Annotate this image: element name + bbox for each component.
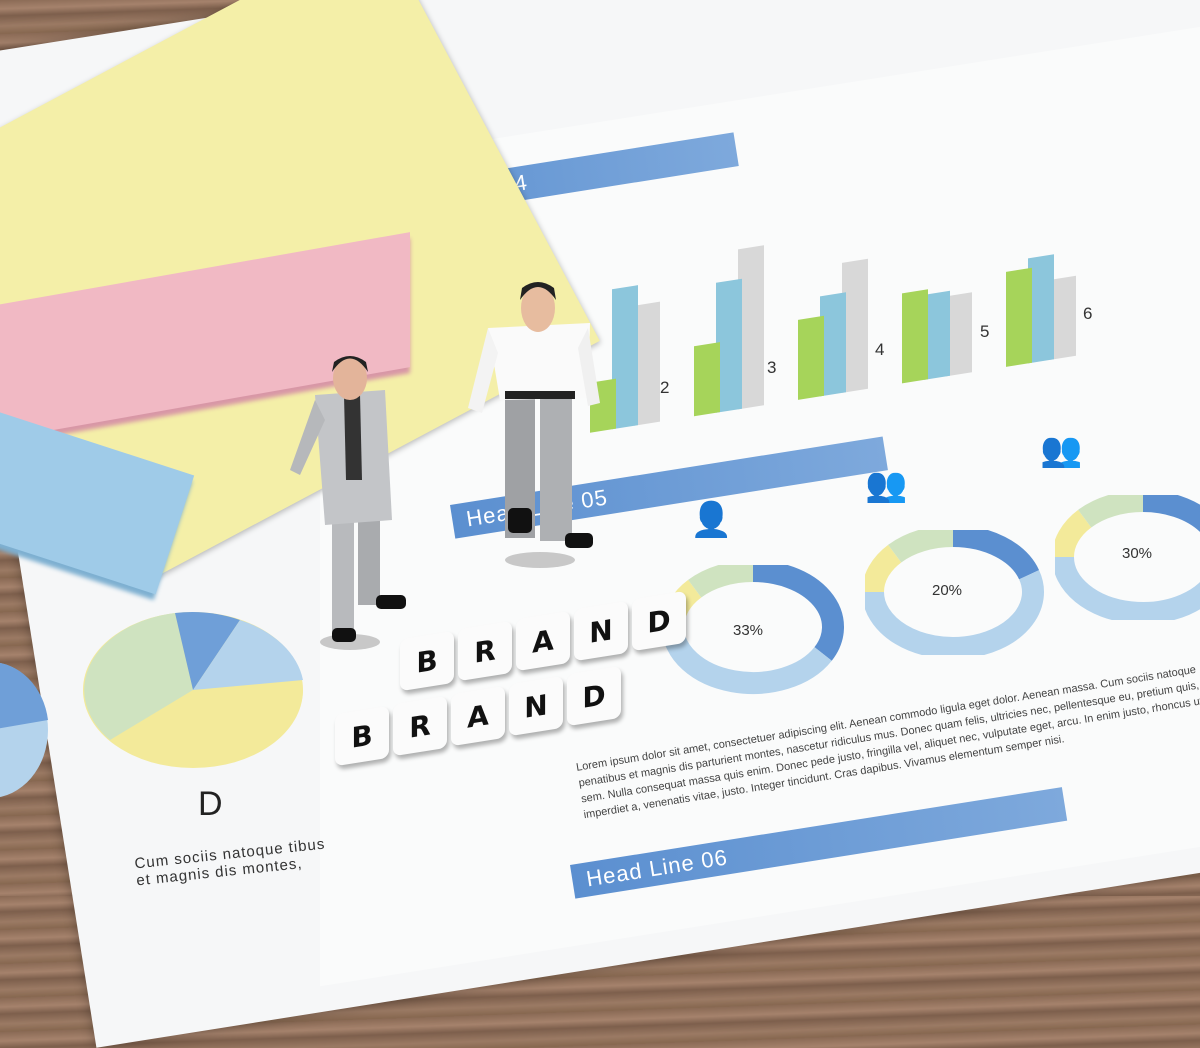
bar-label: 2 bbox=[660, 378, 670, 397]
letter-block: D bbox=[632, 590, 686, 652]
donut-chart-20 bbox=[865, 530, 1044, 655]
bar bbox=[902, 289, 928, 384]
pie-chart bbox=[83, 612, 303, 768]
donut-segment bbox=[665, 626, 832, 694]
person-icons: 👤 bbox=[690, 501, 733, 539]
letter-block: D bbox=[567, 665, 621, 727]
donut-segment bbox=[865, 544, 902, 593]
figurine-casual bbox=[468, 282, 600, 568]
bar bbox=[694, 342, 720, 417]
person-icons: 👥 bbox=[865, 466, 908, 504]
donut-label: 20% bbox=[932, 582, 963, 599]
bar bbox=[1006, 267, 1032, 367]
donut-segment bbox=[688, 565, 754, 598]
letter-block: B bbox=[335, 705, 389, 767]
letter-block: R bbox=[393, 695, 447, 757]
donut-segment bbox=[752, 565, 844, 661]
bar-label: 5 bbox=[980, 322, 990, 341]
donut-segment bbox=[1055, 556, 1200, 620]
donut-label: 33% bbox=[733, 622, 764, 639]
donut-label: 30% bbox=[1122, 545, 1153, 562]
donut-segment bbox=[1078, 495, 1144, 528]
bar-label: 4 bbox=[875, 340, 885, 359]
person-icons: 👥 bbox=[1040, 431, 1083, 469]
bar-label: 3 bbox=[767, 358, 777, 377]
donut-chart-30 bbox=[1055, 495, 1200, 620]
letter-block: B bbox=[400, 630, 454, 692]
letter-block: R bbox=[458, 620, 512, 682]
letter-block: A bbox=[516, 610, 570, 672]
letter-block: A bbox=[451, 685, 505, 747]
donut-segment bbox=[952, 530, 1040, 580]
donut-segment bbox=[1142, 495, 1200, 533]
figurine-suit bbox=[290, 356, 406, 650]
letter-block: N bbox=[574, 600, 628, 662]
pie-label: D bbox=[198, 785, 223, 823]
letter-block: N bbox=[509, 675, 563, 737]
bar bbox=[798, 315, 824, 400]
donut-segment bbox=[865, 570, 1044, 655]
donut-segment bbox=[888, 530, 954, 563]
donut-segment bbox=[1055, 509, 1092, 558]
pie-chart-partial bbox=[0, 662, 48, 797]
bar-label: 6 bbox=[1083, 304, 1093, 323]
